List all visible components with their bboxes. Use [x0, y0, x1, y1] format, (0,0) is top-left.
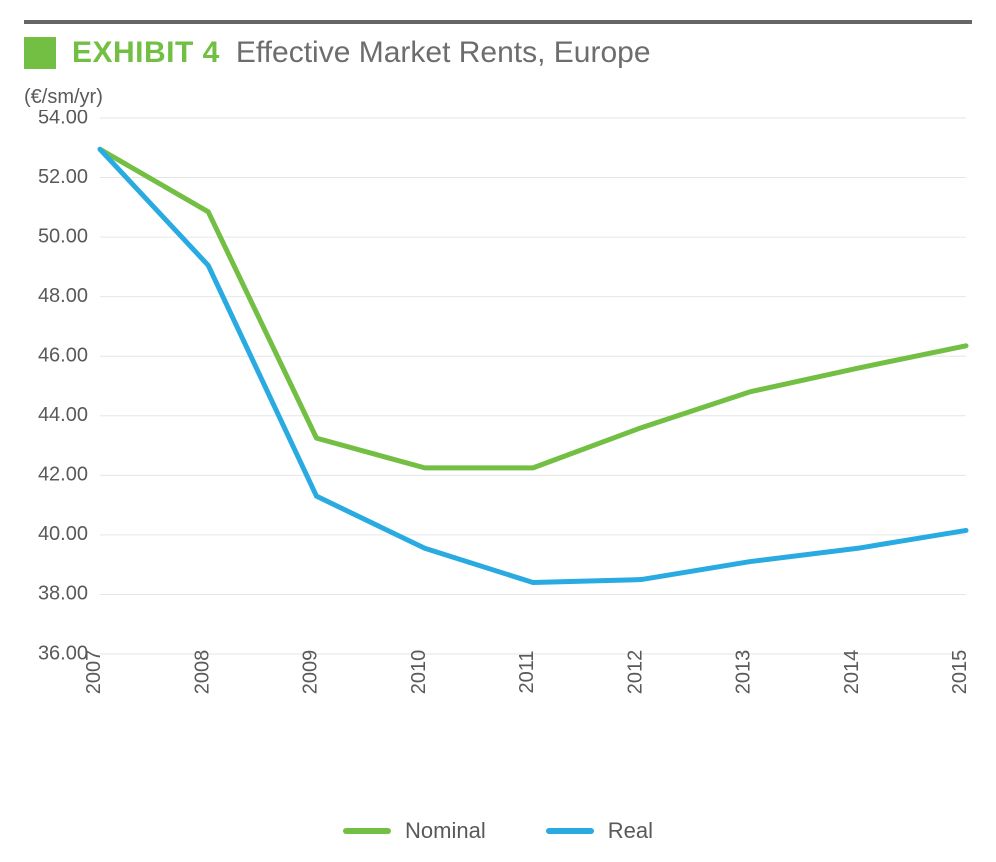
x-tick-label: 2015	[949, 650, 971, 695]
y-tick-label: 52.00	[38, 166, 88, 188]
legend-label-real: Real	[608, 818, 653, 844]
y-tick-label: 46.00	[38, 345, 88, 367]
x-tick-label: 2007	[83, 650, 105, 695]
legend-swatch-real	[546, 828, 594, 834]
x-tick-label: 2010	[408, 650, 430, 695]
x-tick-label: 2009	[300, 650, 322, 695]
x-tick-label: 2008	[191, 650, 213, 695]
series-real	[100, 149, 966, 582]
exhibit-title: Effective Market Rents, Europe	[236, 36, 651, 70]
x-tick-label: 2013	[733, 650, 755, 695]
y-tick-label: 44.00	[38, 404, 88, 426]
y-tick-label: 42.00	[38, 464, 88, 486]
y-tick-label: 48.00	[38, 285, 88, 307]
chart-header: EXHIBIT 4 Effective Market Rents, Europe	[24, 36, 651, 70]
y-axis-unit: (€/sm/yr)	[24, 86, 103, 109]
exhibit-label: EXHIBIT 4	[72, 36, 220, 70]
y-tick-label: 54.00	[38, 110, 88, 128]
legend-label-nominal: Nominal	[405, 818, 486, 844]
chart-svg: 36.00 38.00 40.00 42.00 44.00 46.00 48.00 50.00…	[24, 110, 972, 750]
legend-item-nominal: Nominal	[343, 818, 486, 844]
y-tick-label: 40.00	[38, 523, 88, 545]
square-icon	[24, 37, 56, 69]
y-tick-label: 38.00	[38, 583, 88, 605]
x-tick-label: 2012	[624, 650, 646, 695]
legend-swatch-nominal	[343, 828, 391, 834]
top-rule	[24, 20, 972, 24]
y-tick-label: 50.00	[38, 225, 88, 247]
y-tick-label: 36.00	[38, 642, 88, 664]
x-tick-label: 2014	[841, 650, 863, 695]
legend: Nominal Real	[0, 818, 996, 844]
x-tick-label: 2011	[516, 650, 538, 693]
legend-item-real: Real	[546, 818, 653, 844]
line-chart: 36.00 38.00 40.00 42.00 44.00 46.00 48.00 50.00…	[24, 110, 972, 750]
